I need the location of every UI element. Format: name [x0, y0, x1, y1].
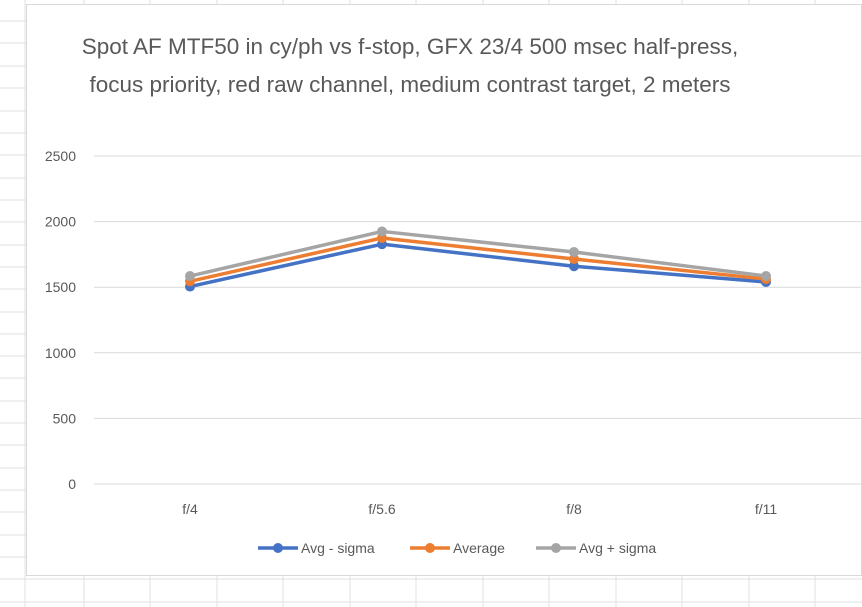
data-point[interactable] [569, 253, 579, 264]
legend-item[interactable]: Avg + sigma [536, 540, 656, 556]
chart-title: Spot AF MTF50 in cy/ph vs f-stop, GFX 23… [81, 34, 739, 97]
legend-swatch-marker [425, 543, 435, 553]
legend-swatch-marker [551, 543, 561, 553]
series-line [189, 236, 767, 284]
legend-item[interactable]: Avg - sigma [258, 540, 375, 556]
legend: Avg - sigma Average Avg + sigma [258, 540, 656, 556]
series-line [189, 229, 767, 278]
legend-label: Avg + sigma [579, 540, 656, 556]
y-tick-label: 500 [53, 410, 77, 426]
gridlines [94, 155, 862, 485]
data-point[interactable] [569, 247, 579, 258]
data-point[interactable] [569, 261, 579, 272]
x-tick-label: f/8 [566, 501, 582, 517]
data-point[interactable] [761, 271, 771, 282]
x-tick-label: f/5.6 [368, 501, 395, 517]
legend-label: Avg - sigma [301, 540, 375, 556]
x-axis: f/4 f/5.6 f/8 f/11 [182, 501, 777, 517]
series-line [189, 242, 767, 289]
y-tick-label: 2500 [45, 148, 76, 164]
y-tick-label: 1000 [45, 345, 76, 361]
legend-label: Average [453, 540, 505, 556]
legend-swatch-marker [273, 543, 283, 553]
data-point[interactable] [377, 226, 387, 237]
series-2 [185, 226, 771, 282]
y-axis: 0 500 1000 1500 2000 2500 [45, 148, 76, 492]
x-tick-label: f/11 [755, 501, 778, 517]
data-point[interactable] [185, 271, 195, 282]
y-tick-label: 2000 [45, 214, 76, 230]
chart-area[interactable] [26, 4, 862, 576]
y-tick-label: 1500 [45, 279, 76, 295]
series-lines [185, 226, 771, 292]
y-tick-label: 0 [68, 476, 76, 492]
legend-item[interactable]: Average [410, 540, 505, 556]
x-tick-label: f/4 [182, 501, 198, 517]
